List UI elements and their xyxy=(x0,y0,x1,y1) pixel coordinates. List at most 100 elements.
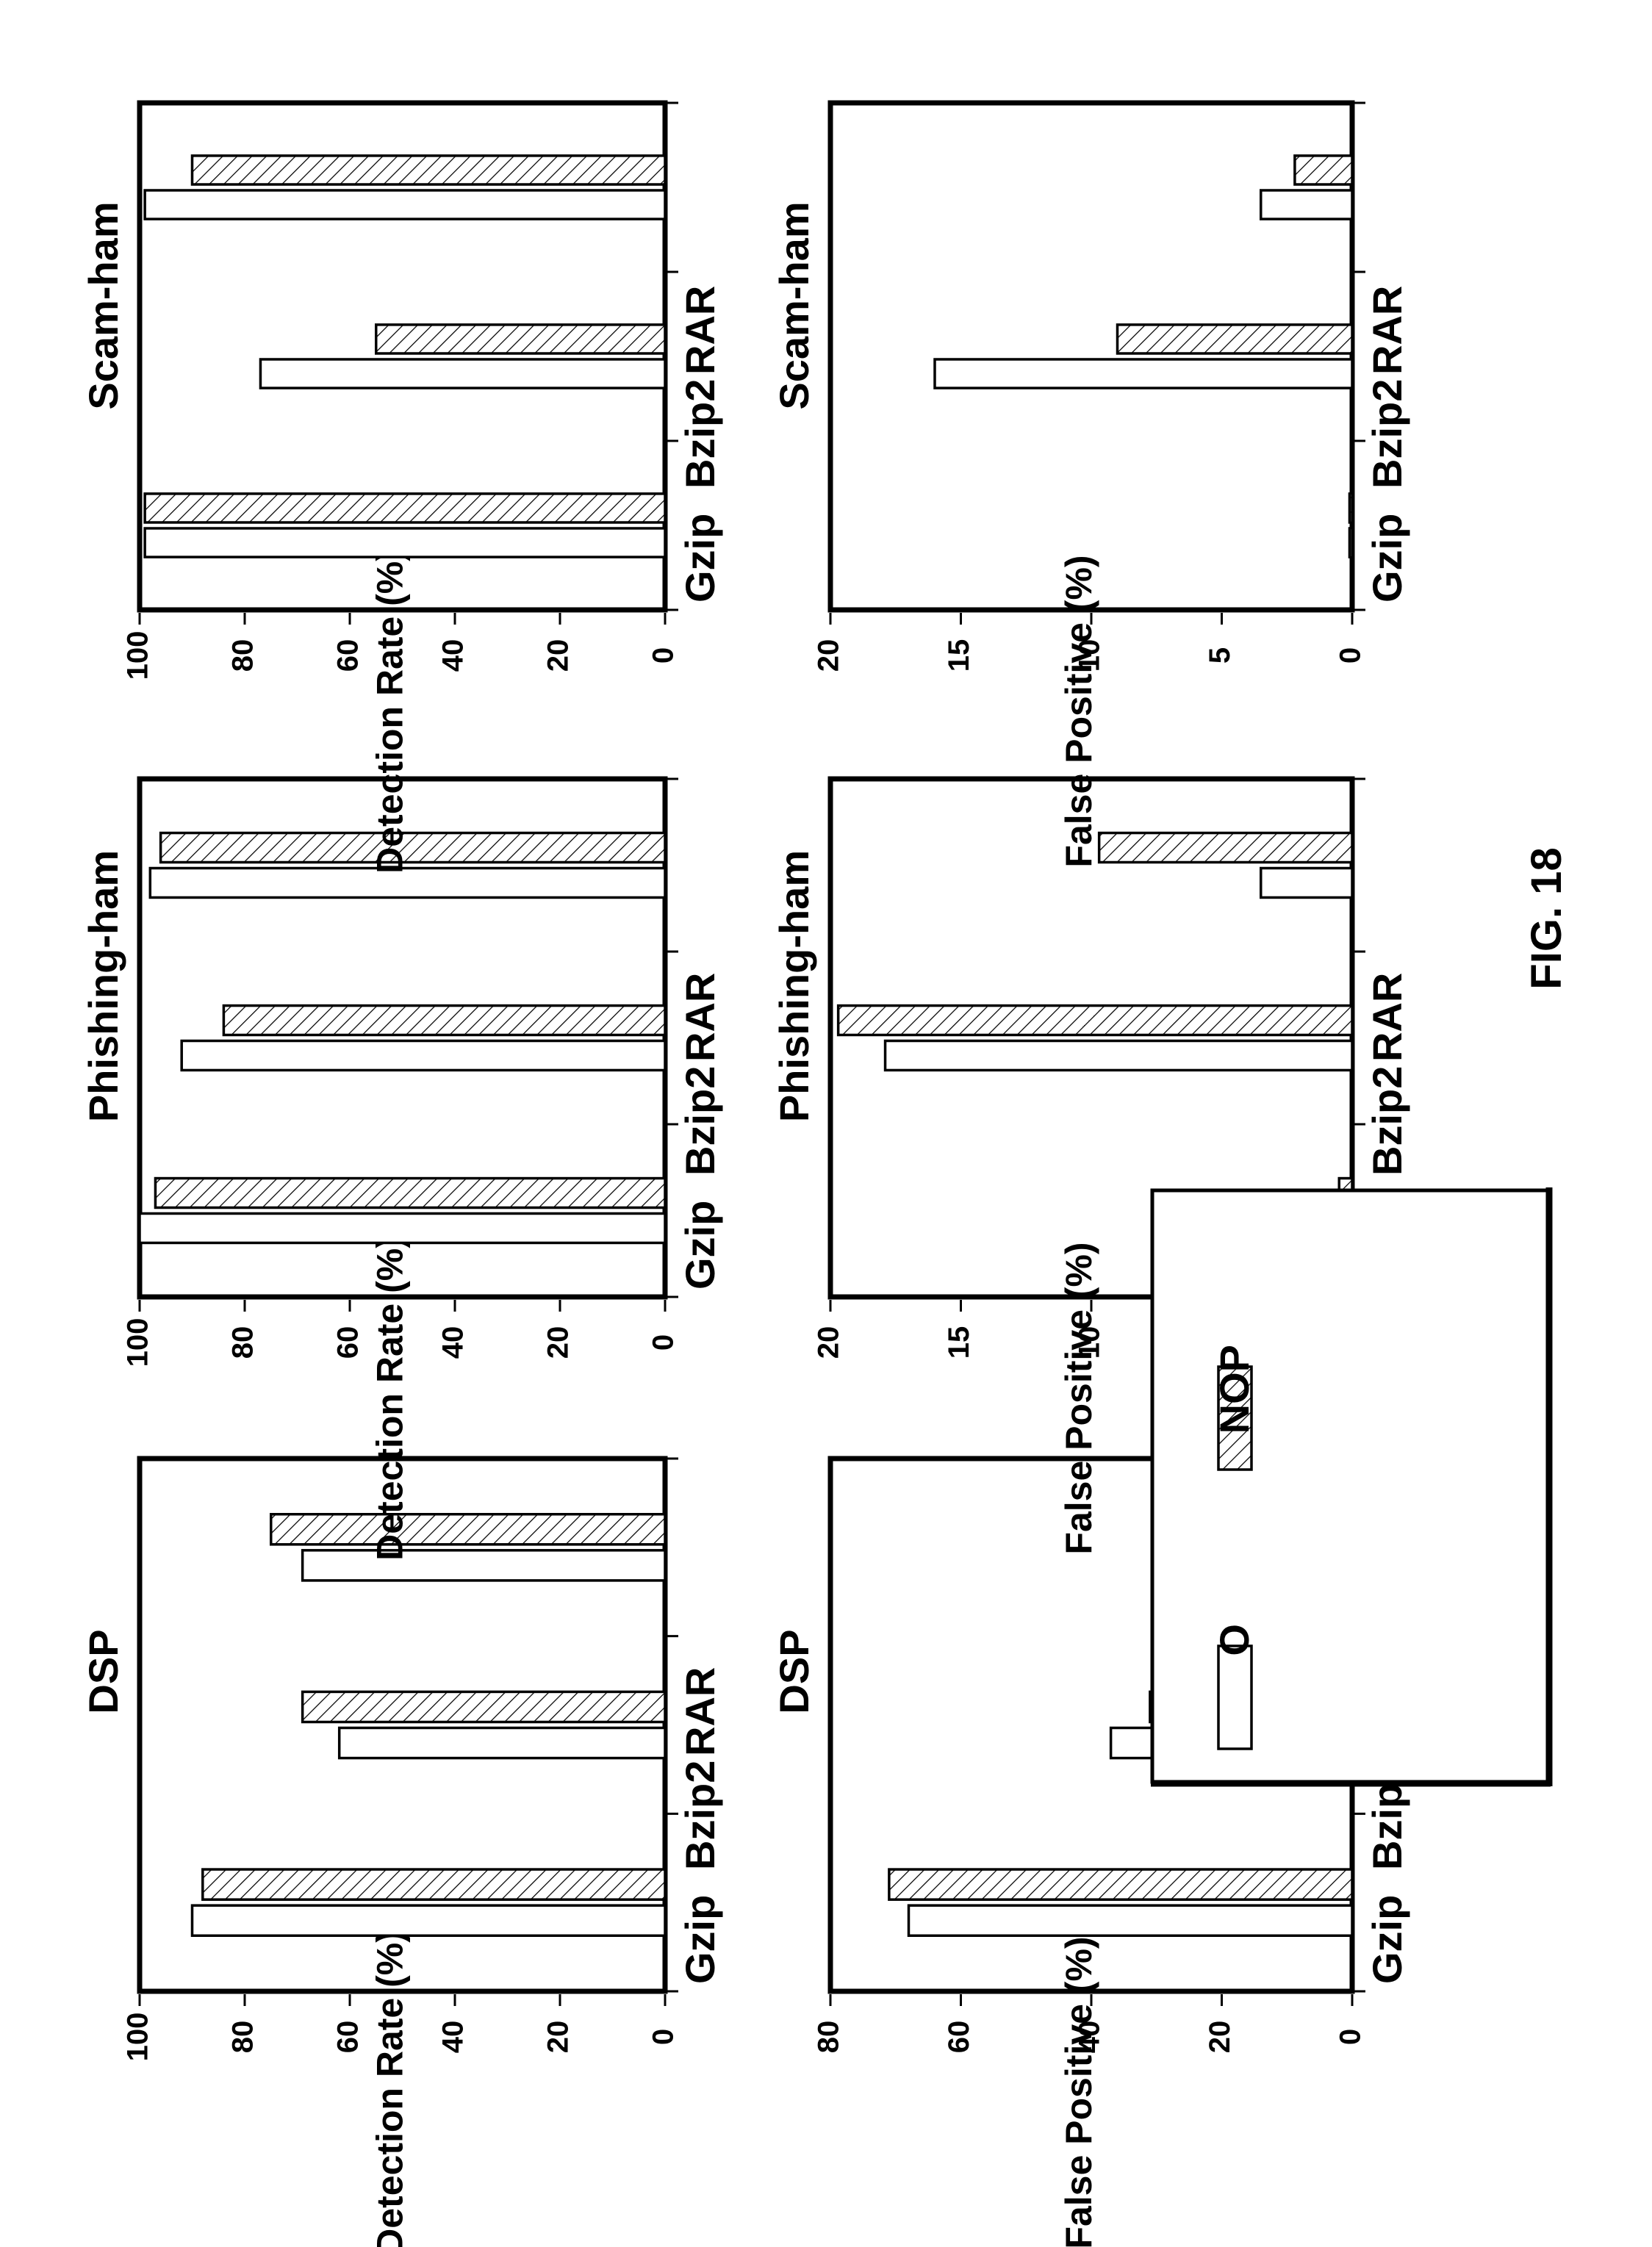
bar-nop-bzip2 xyxy=(1116,323,1354,355)
chart-title: Scam-ham xyxy=(80,201,126,409)
y-tick-label: 100 xyxy=(122,631,154,680)
y-tick-label: 40 xyxy=(437,2021,470,2054)
bar-o-gzip xyxy=(907,1904,1354,1938)
bar-nop-gzip xyxy=(888,1868,1354,1901)
y-tick-label: 20 xyxy=(813,1326,845,1359)
y-axis-title: Detection Rate (%) xyxy=(370,1236,411,1561)
bar-nop-rar xyxy=(270,1513,667,1546)
y-axis-title: Detection Rate (%) xyxy=(370,549,411,874)
chart-panel-2: 0 20 40 60 80 100 Detection Rate (%) Phishing-h… xyxy=(80,776,723,1561)
bar-o-rar xyxy=(148,866,667,899)
bar-nop-gzip xyxy=(1348,492,1354,524)
y-tick-label: 0 xyxy=(647,1334,680,1351)
bar-o-bzip2 xyxy=(933,358,1354,389)
y-tick-label: 5 xyxy=(1204,647,1236,664)
y-axis-title: False Positive (%) xyxy=(1058,1936,1099,2247)
bar-nop-gzip xyxy=(154,1176,667,1209)
legend-swatch-nop xyxy=(1217,1365,1253,1471)
figure-caption: FIG. 18 xyxy=(1523,847,1570,989)
y-tick-label: 60 xyxy=(943,2021,975,2054)
y-tick-label: 80 xyxy=(227,639,259,672)
bar-o-rar xyxy=(1260,189,1354,220)
chart-title: DSP xyxy=(80,1629,126,1714)
chart-panel-1: 0 20 40 60 80 100 Detection Rate (%) DSP Gzip Bzi… xyxy=(80,1456,723,2247)
y-tick-label: 15 xyxy=(943,639,975,672)
y-tick-label: 10 xyxy=(1074,639,1106,672)
category-label: Gzip xyxy=(1364,514,1410,603)
bar-o-rar xyxy=(143,189,667,220)
bar-nop-rar xyxy=(1293,154,1354,186)
y-tick-label: 80 xyxy=(227,1326,259,1359)
legend-box xyxy=(1150,1188,1551,1784)
chart-panel-6: 0 5 10 15 20 False Positive (%) Scam-ham Gzip Bz… xyxy=(771,100,1410,868)
chart-panel-3: 0 20 40 60 80 100 Detection Rate (%) Scam-ham Gz… xyxy=(80,100,723,874)
category-label: RAR xyxy=(677,973,723,1062)
y-tick-label: 100 xyxy=(122,1318,154,1367)
y-tick-label: 15 xyxy=(943,1326,975,1359)
y-tick-label: 0 xyxy=(1335,2029,1367,2045)
plot-frame xyxy=(827,776,1355,1300)
bar-nop-gzip xyxy=(143,492,667,524)
y-tick-label: 0 xyxy=(647,647,680,664)
y-tick-label: 100 xyxy=(122,2013,154,2062)
category-label: Bzip2 xyxy=(677,1066,723,1176)
y-tick-label: 60 xyxy=(332,1326,364,1359)
plot-frame xyxy=(137,1456,668,1994)
y-tick-label: 60 xyxy=(332,639,364,672)
legend-label-o: O xyxy=(1211,1624,1257,1656)
chart-title: DSP xyxy=(771,1629,817,1714)
y-tick-label: 80 xyxy=(813,2021,845,2054)
chart-title: Phishing-ham xyxy=(80,850,126,1122)
bar-o-gzip xyxy=(190,1904,667,1938)
bar-nop-bzip2 xyxy=(375,323,667,355)
bar-nop-bzip2 xyxy=(222,1004,667,1037)
legend-swatch-o xyxy=(1217,1644,1253,1750)
bar-o-gzip xyxy=(1348,527,1354,558)
y-tick-label: 20 xyxy=(1204,2021,1236,2054)
bar-nop-rar xyxy=(1097,831,1354,864)
y-tick-label: 40 xyxy=(437,639,470,672)
category-label: RAR xyxy=(677,286,723,375)
plot-frame xyxy=(137,776,668,1300)
y-tick-label: 40 xyxy=(437,1326,470,1359)
bar-o-gzip xyxy=(143,527,667,558)
category-label: Bzip2 xyxy=(1364,379,1410,489)
plot-frame xyxy=(827,100,1355,613)
category-label: Bzip2 xyxy=(677,379,723,489)
category-label: RAR xyxy=(1364,286,1410,375)
bar-o-bzip2 xyxy=(883,1039,1354,1072)
y-tick-label: 40 xyxy=(1074,2021,1106,2054)
category-label: RAR xyxy=(1364,973,1410,1062)
y-tick-label: 20 xyxy=(542,2021,575,2054)
legend-label-nop: NOP xyxy=(1211,1345,1257,1434)
category-label: Bzip2 xyxy=(1364,1066,1410,1176)
y-tick-label: 0 xyxy=(1335,647,1367,664)
y-tick-label: 20 xyxy=(813,639,845,672)
y-tick-label: 80 xyxy=(227,2021,259,2054)
y-tick-label: 10 xyxy=(1074,1326,1106,1359)
bar-o-rar xyxy=(301,1549,667,1582)
category-label: Gzip xyxy=(677,1201,723,1290)
bar-o-gzip xyxy=(138,1212,667,1245)
chart-title: Phishing-ham xyxy=(771,850,817,1122)
y-axis-title: False Positive (%) xyxy=(1058,1242,1099,1554)
legend: O NOP xyxy=(1150,1187,1553,1787)
bar-o-rar xyxy=(1260,866,1354,899)
bar-o-bzip2 xyxy=(180,1039,667,1072)
category-label: Gzip xyxy=(677,514,723,603)
category-label: Gzip xyxy=(1364,1895,1410,1984)
y-axis-title: False Positive (%) xyxy=(1058,555,1099,867)
bar-o-bzip2 xyxy=(259,358,667,389)
y-axis-title: Detection Rate (%) xyxy=(370,1930,411,2247)
bar-o-bzip2 xyxy=(337,1726,667,1760)
bar-nop-gzip xyxy=(201,1868,667,1901)
bar-nop-rar xyxy=(159,831,667,864)
y-tick-label: 20 xyxy=(542,639,575,672)
bar-nop-bzip2 xyxy=(836,1004,1354,1037)
y-tick-label: 0 xyxy=(647,2029,680,2045)
category-label: Bzip2 xyxy=(677,1761,723,1870)
y-tick-label: 60 xyxy=(332,2021,364,2054)
